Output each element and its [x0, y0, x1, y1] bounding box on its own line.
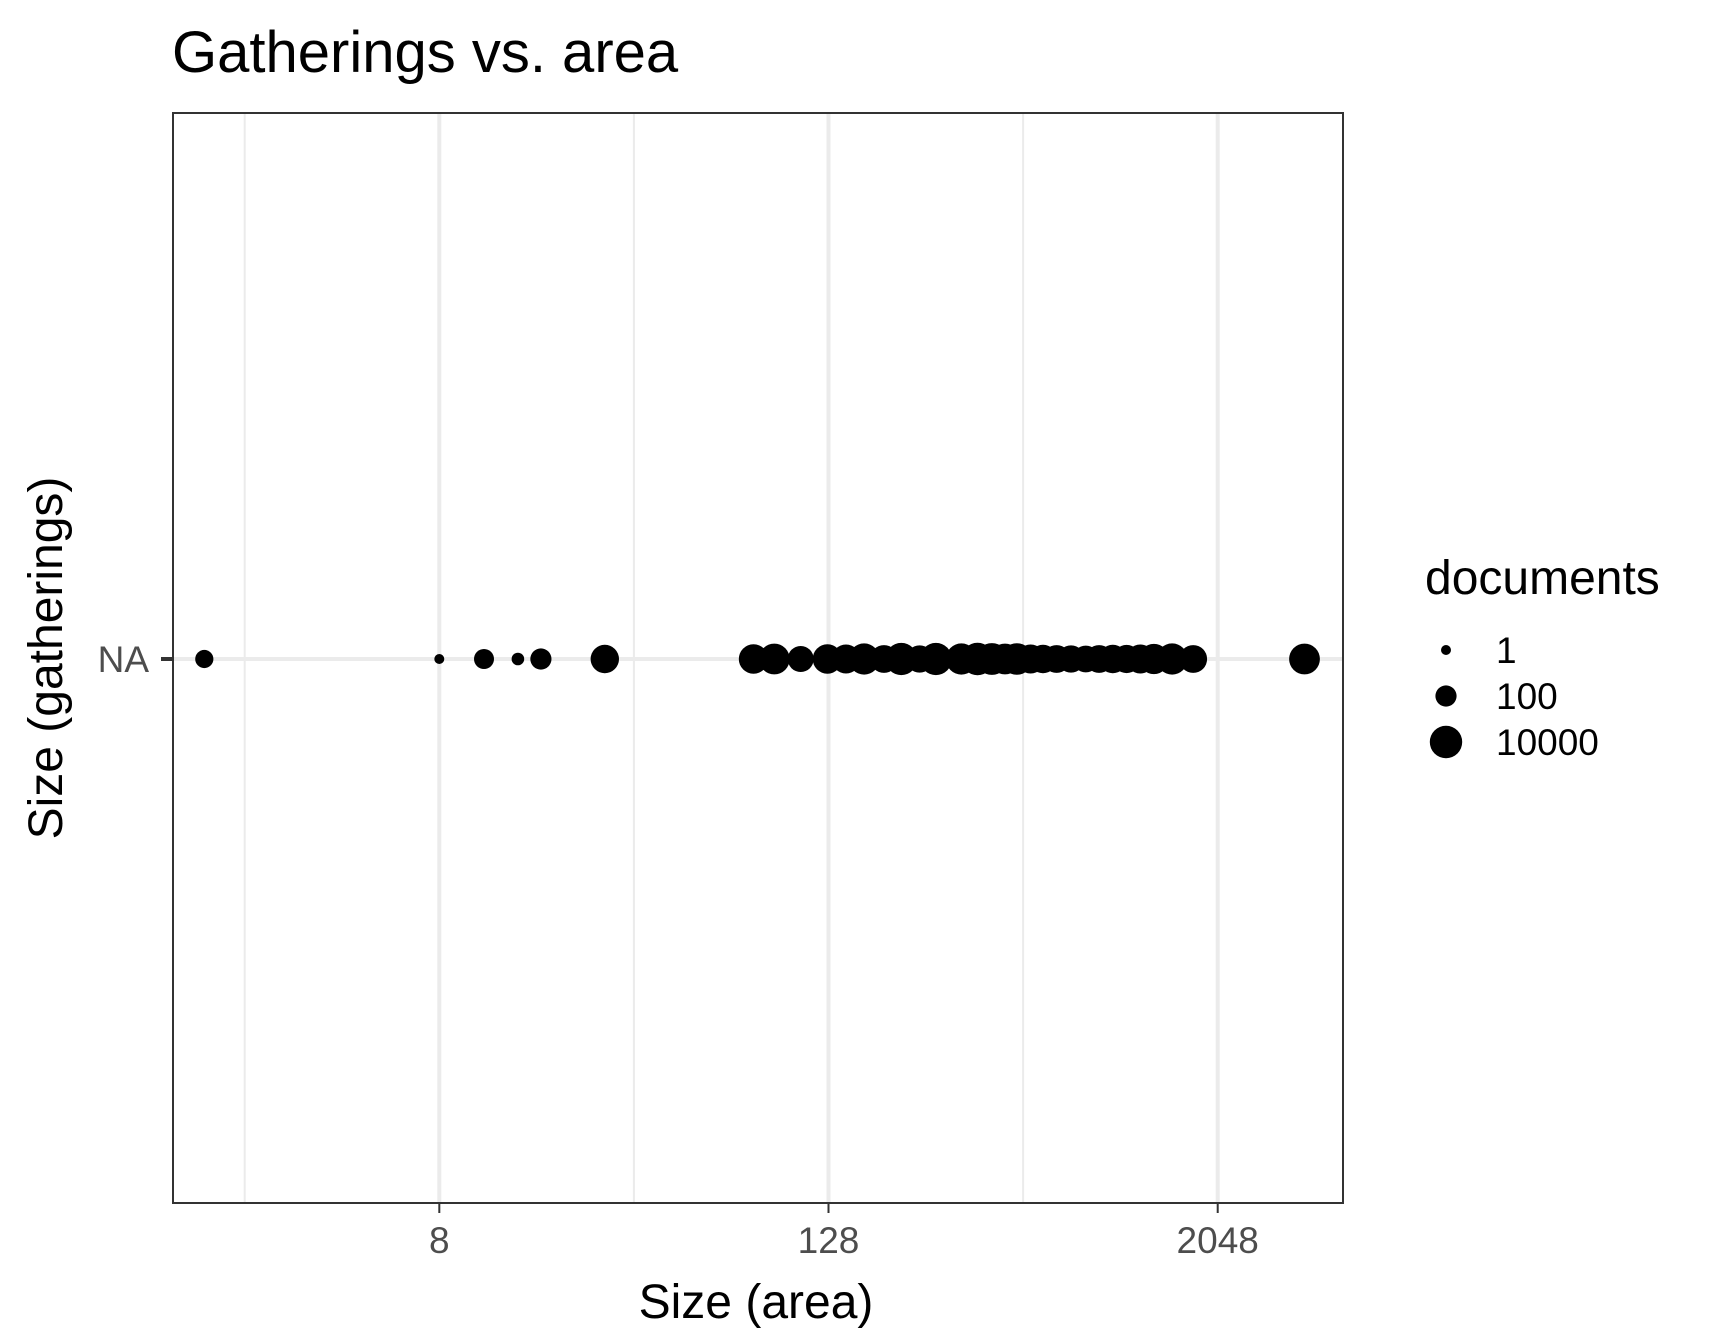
data-point [758, 643, 790, 675]
x-tick-label: 8 [429, 1220, 450, 1261]
data-point [474, 649, 494, 669]
chart-title: Gatherings vs. area [172, 20, 679, 85]
legend-key [1429, 725, 1463, 759]
x-tick-label: 2048 [1177, 1220, 1259, 1261]
y-tick-label: NA [98, 639, 150, 680]
x-axis-title: Size (area) [639, 1276, 874, 1329]
data-point [919, 642, 953, 676]
data-point [1179, 645, 1208, 673]
legend-label: 10000 [1496, 722, 1599, 763]
x-tick-label: 128 [798, 1220, 860, 1261]
legend-key [1441, 645, 1451, 655]
y-axis-title: Size (gatherings) [20, 477, 73, 840]
legend-label: 1 [1496, 630, 1517, 671]
legend: documents 1 100 10000 [1425, 552, 1660, 763]
legend-key [1435, 685, 1457, 707]
data-point [530, 648, 552, 670]
legend-title: documents [1425, 552, 1660, 605]
data-point [511, 652, 525, 666]
data-points [195, 642, 1320, 676]
data-point [1289, 643, 1320, 675]
data-point [590, 644, 619, 674]
data-point [434, 654, 445, 664]
axes: 8 128 2048 NA [98, 639, 1259, 1261]
data-point [1156, 643, 1188, 675]
data-point [787, 646, 814, 672]
data-point [195, 649, 214, 669]
legend-label: 100 [1496, 676, 1558, 717]
data-point [848, 643, 880, 675]
